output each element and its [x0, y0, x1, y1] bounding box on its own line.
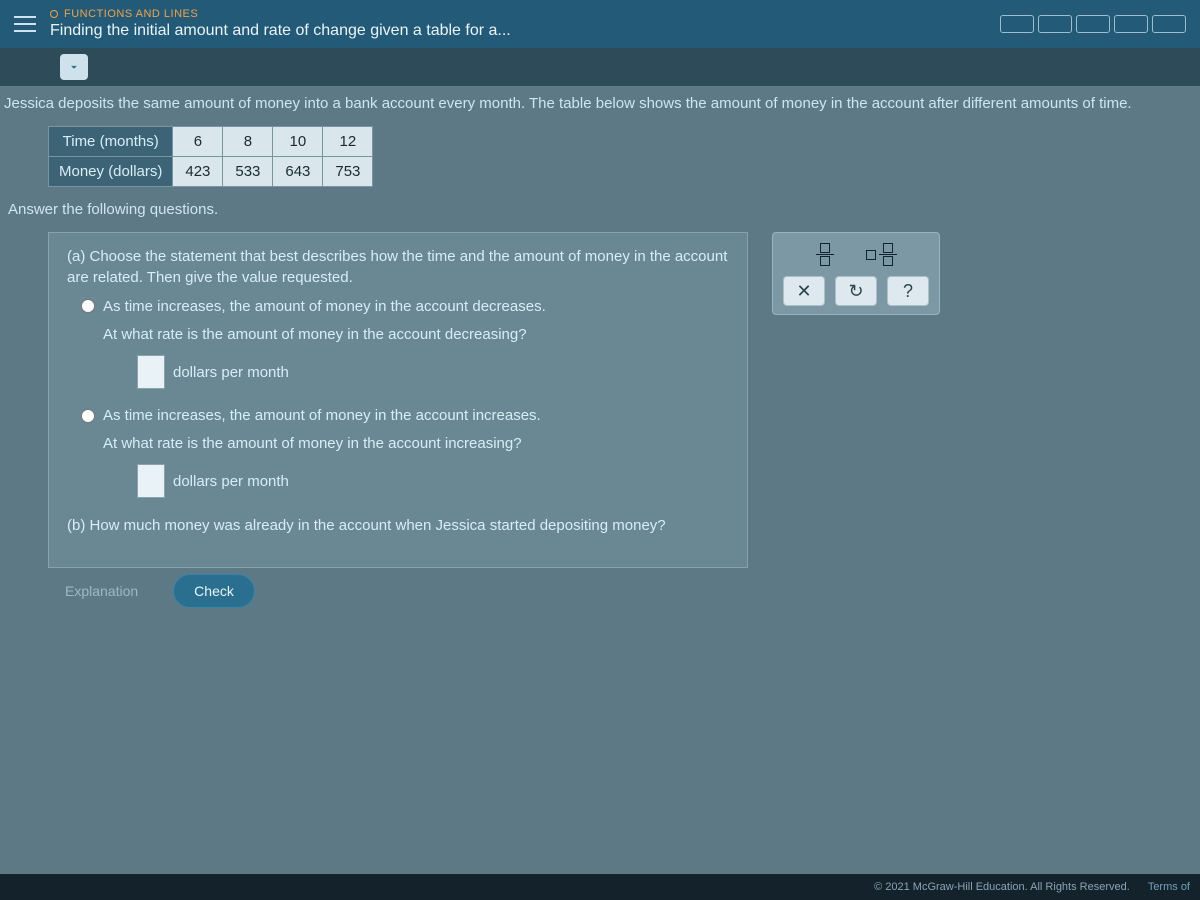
- explanation-button[interactable]: Explanation: [44, 574, 159, 608]
- window-box[interactable]: [1076, 15, 1110, 33]
- title-block: FUNCTIONS AND LINES Finding the initial …: [50, 8, 986, 40]
- hamburger-icon[interactable]: [14, 16, 36, 32]
- undo-button[interactable]: ↻: [835, 276, 877, 306]
- terms-link[interactable]: Terms of: [1148, 881, 1190, 893]
- table-cell: 753: [323, 157, 373, 187]
- workarea: (a) Choose the statement that best descr…: [48, 232, 1190, 567]
- rate-input-row: dollars per month: [137, 464, 729, 498]
- collapse-row: [0, 48, 1200, 86]
- window-box[interactable]: [1038, 15, 1072, 33]
- copyright-text: © 2021 McGraw-Hill Education. All Rights…: [874, 881, 1130, 893]
- radio-decrease[interactable]: [81, 299, 95, 313]
- answer-card: (a) Choose the statement that best descr…: [48, 232, 748, 567]
- window-box[interactable]: [1000, 15, 1034, 33]
- data-table: Time (months) 6 8 10 12 Money (dollars) …: [48, 126, 373, 187]
- answer-label: Answer the following questions.: [8, 201, 1190, 218]
- option-2-subquestion: At what rate is the amount of money in t…: [103, 434, 729, 454]
- row-header: Money (dollars): [49, 157, 173, 187]
- page-title: Finding the initial amount and rate of c…: [50, 22, 986, 40]
- table-cell: 423: [173, 157, 223, 187]
- topbar: FUNCTIONS AND LINES Finding the initial …: [0, 0, 1200, 48]
- option-decrease[interactable]: As time increases, the amount of money i…: [81, 298, 729, 315]
- tool-buttons: ✕ ↻ ?: [779, 270, 933, 308]
- window-controls: [1000, 15, 1186, 33]
- tool-column: ✕ ↻ ?: [772, 232, 952, 567]
- breadcrumb-label: FUNCTIONS AND LINES: [64, 8, 198, 20]
- window-box[interactable]: [1152, 15, 1186, 33]
- table-cell: 8: [223, 127, 273, 157]
- problem-prompt: Jessica deposits the same amount of mone…: [4, 94, 1184, 114]
- action-row: Explanation Check: [44, 574, 1190, 608]
- unit-label: dollars per month: [173, 473, 289, 490]
- tool-card: ✕ ↻ ?: [772, 232, 940, 315]
- radio-increase[interactable]: [81, 409, 95, 423]
- table-cell: 643: [273, 157, 323, 187]
- unit-label: dollars per month: [173, 364, 289, 381]
- help-button[interactable]: ?: [887, 276, 929, 306]
- part-a-heading: (a) Choose the statement that best descr…: [67, 247, 729, 288]
- rate-input-increase[interactable]: [137, 464, 165, 498]
- chevron-down-icon[interactable]: [60, 54, 88, 80]
- tool-row: [779, 239, 933, 270]
- mixed-fraction-tool-icon[interactable]: [866, 243, 897, 266]
- content: Jessica deposits the same amount of mone…: [0, 86, 1200, 874]
- breadcrumb: FUNCTIONS AND LINES: [50, 8, 986, 20]
- check-button[interactable]: Check: [173, 574, 255, 608]
- option-increase[interactable]: As time increases, the amount of money i…: [81, 407, 729, 424]
- footer: © 2021 McGraw-Hill Education. All Rights…: [0, 874, 1200, 900]
- table-cell: 6: [173, 127, 223, 157]
- row-header: Time (months): [49, 127, 173, 157]
- rate-input-row: dollars per month: [137, 355, 729, 389]
- table-row: Time (months) 6 8 10 12: [49, 127, 373, 157]
- table-row: Money (dollars) 423 533 643 753: [49, 157, 373, 187]
- table-cell: 10: [273, 127, 323, 157]
- window-box[interactable]: [1114, 15, 1148, 33]
- option-label: As time increases, the amount of money i…: [103, 298, 546, 315]
- clear-button[interactable]: ✕: [783, 276, 825, 306]
- breadcrumb-dot-icon: [50, 10, 58, 18]
- option-1-subquestion: At what rate is the amount of money in t…: [103, 325, 729, 345]
- table-cell: 533: [223, 157, 273, 187]
- option-label: As time increases, the amount of money i…: [103, 407, 541, 424]
- rate-input-decrease[interactable]: [137, 355, 165, 389]
- part-b-heading: (b) How much money was already in the ac…: [67, 516, 729, 536]
- table-cell: 12: [323, 127, 373, 157]
- fraction-tool-icon[interactable]: [816, 243, 834, 266]
